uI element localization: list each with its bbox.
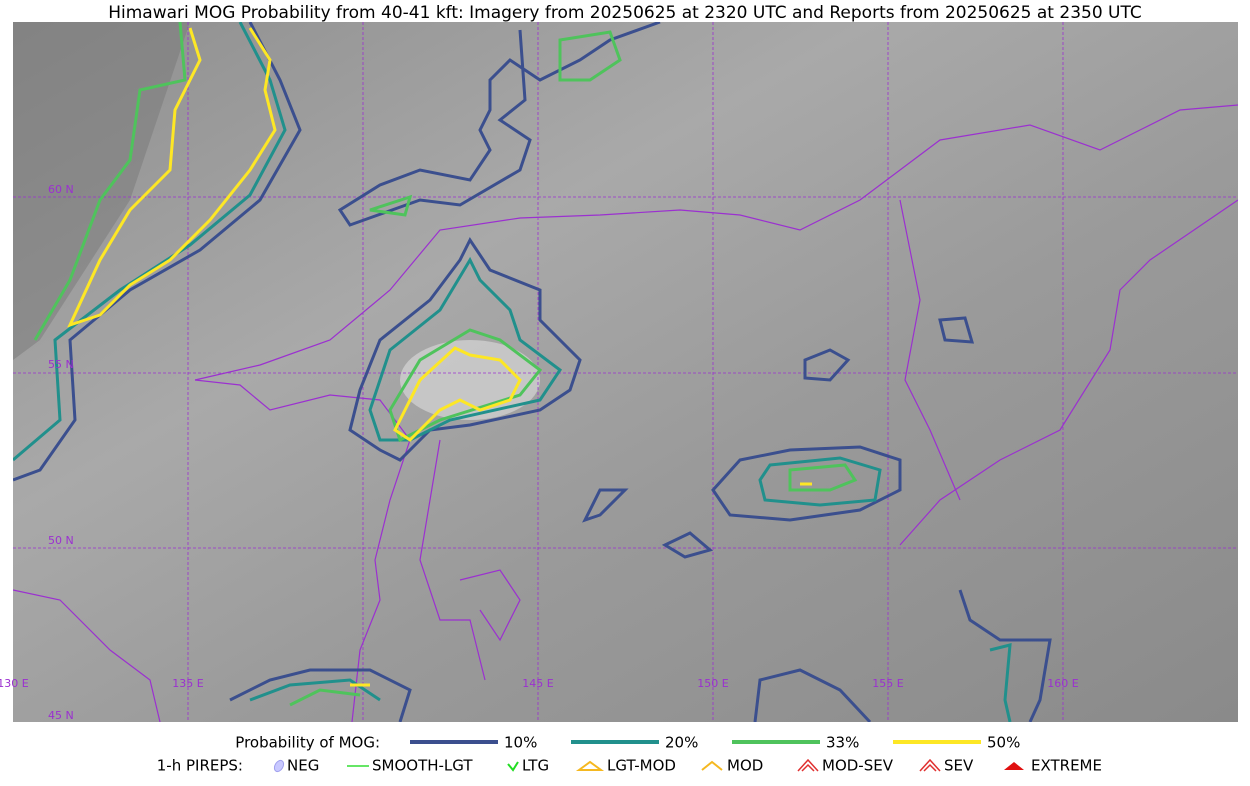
pirep-label: SMOOTH-LGT xyxy=(372,757,473,775)
legend-label: 50% xyxy=(987,734,1020,752)
pirep-icons xyxy=(273,758,1024,773)
pirep-label: MOD xyxy=(727,757,763,775)
pirep-label: SEV xyxy=(944,757,974,775)
legend: Probability of MOG: 10% 20% 33% 50% 1-h PIR… xyxy=(157,734,1102,775)
lon-label: 150 E xyxy=(697,677,728,690)
pirep-label: NEG xyxy=(287,757,319,775)
dark-band xyxy=(13,22,190,360)
lat-label: 45 N xyxy=(48,709,74,722)
pirep-label: EXTREME xyxy=(1031,757,1102,775)
legend-label: 33% xyxy=(826,734,859,752)
lat-label: 60 N xyxy=(48,183,74,196)
pirep-label: MOD-SEV xyxy=(822,757,894,775)
pirep-label: LGT-MOD xyxy=(607,757,676,775)
lat-label: 55 N xyxy=(48,358,74,371)
lon-label: 160 E xyxy=(1047,677,1078,690)
grid-labels: 60 N 55 N 50 N 45 N 130 E 135 E 145 E 15… xyxy=(0,183,1079,722)
contours xyxy=(13,22,1052,722)
map xyxy=(13,22,1238,722)
probability-legend: 10% 20% 33% 50% xyxy=(410,734,1020,752)
lat-label: 50 N xyxy=(48,534,74,547)
pirep-labels: NEG SMOOTH-LGT LTG LGT-MOD MOD MOD-SEV S… xyxy=(287,757,1102,775)
legend-title: 1-h PIREPS: xyxy=(157,757,243,775)
satellite-image xyxy=(13,22,1238,722)
title: Himawari MOG Probability from 40-41 kft:… xyxy=(108,3,1142,23)
lon-label: 145 E xyxy=(522,677,553,690)
lon-label: 135 E xyxy=(172,677,203,690)
lon-label: 130 E xyxy=(0,677,29,690)
legend-title: Probability of MOG: xyxy=(235,734,380,752)
lon-label: 155 E xyxy=(872,677,903,690)
legend-label: 20% xyxy=(665,734,698,752)
legend-label: 10% xyxy=(504,734,537,752)
pirep-label: LTG xyxy=(522,757,549,775)
